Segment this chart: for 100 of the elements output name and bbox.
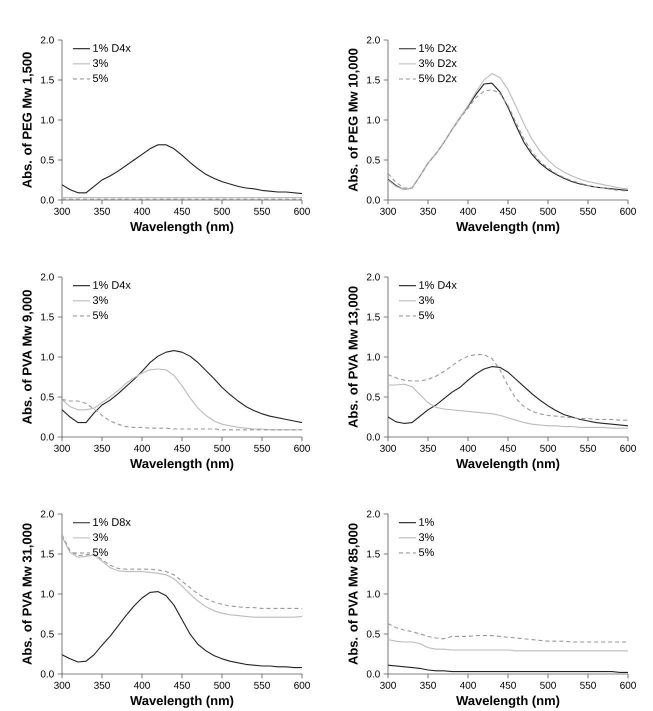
x-tick-label: 300 xyxy=(380,208,396,215)
x-tick-label: 350 xyxy=(420,208,436,215)
y-tick-label: 0.0 xyxy=(40,196,54,204)
legend-label: 3% D2x xyxy=(418,59,457,68)
x-tick-label: 350 xyxy=(420,682,436,689)
y-tick-label: 2.0 xyxy=(40,273,54,281)
y-tick-label: 1.5 xyxy=(41,314,54,320)
x-tick-label: 450 xyxy=(174,444,190,452)
x-tick-label: 350 xyxy=(420,444,436,452)
x-tick-label: 450 xyxy=(174,682,190,689)
y-tick-label: 1.0 xyxy=(41,353,54,361)
x-tick-label: 600 xyxy=(294,444,310,452)
legend-label: 5% xyxy=(418,548,434,556)
legend-label: 5% xyxy=(418,311,434,320)
y-axis-title: Abs. of PVA Mw 31,000 xyxy=(22,524,34,665)
y-tick-label: 1.5 xyxy=(367,76,380,84)
x-tick-label: 450 xyxy=(174,208,190,215)
y-tick-label: 1.5 xyxy=(367,314,380,320)
legend-label: 3% xyxy=(418,533,434,542)
x-tick-label: 400 xyxy=(134,444,150,452)
x-tick-label: 350 xyxy=(94,682,110,689)
x-tick-label: 400 xyxy=(460,682,476,689)
y-tick-label: 0.5 xyxy=(40,630,54,638)
y-axis-title: Abs. of PVA Mw 85,000 xyxy=(348,524,360,665)
legend-label: 1% xyxy=(419,518,434,526)
x-axis-title: Wavelength (nm) xyxy=(130,696,234,708)
y-tick-label: 1.0 xyxy=(367,116,380,124)
x-tick-label: 550 xyxy=(580,208,596,215)
legend-label: 5% xyxy=(92,311,108,320)
x-tick-label: 500 xyxy=(540,444,556,452)
x-tick-label: 550 xyxy=(580,444,596,452)
y-axis-title: Abs. of PVA Mw 13,000 xyxy=(348,286,360,428)
x-tick-label: 600 xyxy=(620,208,636,215)
x-tick-label: 600 xyxy=(294,208,310,215)
series-label: 5% xyxy=(92,548,108,556)
x-tick-label: 600 xyxy=(294,682,310,689)
y-tick-label: 1.0 xyxy=(41,590,54,598)
y-tick-label: 0.5 xyxy=(40,393,54,401)
x-tick-label: 300 xyxy=(54,444,70,452)
x-axis-title: Wavelength (nm) xyxy=(456,458,560,471)
x-tick-label: 300 xyxy=(380,682,396,689)
y-axis-title: Abs. of PVA Mw 9,000 xyxy=(22,290,34,424)
x-axis-title: Wavelength (nm) xyxy=(456,222,560,234)
x-tick-label: 350 xyxy=(94,208,110,215)
legend-label: 1% D2x xyxy=(419,44,457,52)
legend-label: 1% D4x xyxy=(93,44,131,52)
x-axis-title: Wavelength (nm) xyxy=(456,696,560,708)
x-axis-title: Wavelength (nm) xyxy=(130,458,234,471)
y-tick-label: 1.0 xyxy=(367,590,380,598)
x-tick-label: 550 xyxy=(254,682,270,689)
y-tick-label: 1.0 xyxy=(41,116,54,124)
y-tick-label: 0.5 xyxy=(366,393,380,401)
legend-label: 3% xyxy=(92,59,108,68)
y-tick-label: 2.0 xyxy=(40,36,54,44)
x-tick-label: 500 xyxy=(540,208,556,215)
y-tick-label: 0.0 xyxy=(366,670,380,678)
x-tick-label: 300 xyxy=(380,444,396,452)
x-tick-label: 450 xyxy=(500,444,516,452)
x-tick-label: 300 xyxy=(54,208,70,215)
y-tick-label: 0.0 xyxy=(366,433,380,441)
x-axis-title: Wavelength (nm) xyxy=(130,222,234,234)
x-tick-label: 500 xyxy=(214,444,230,452)
legend-label: 1% D4x xyxy=(93,281,131,289)
y-tick-label: 0.0 xyxy=(40,670,54,678)
x-tick-label: 400 xyxy=(134,682,150,689)
x-tick-label: 550 xyxy=(254,444,270,452)
y-tick-label: 0.5 xyxy=(366,156,380,164)
y-tick-label: 1.5 xyxy=(367,550,380,558)
y-tick-label: 0.5 xyxy=(366,630,380,638)
y-tick-label: 0.0 xyxy=(366,196,380,204)
legend-label: 5% xyxy=(92,74,108,82)
x-tick-label: 600 xyxy=(620,682,636,689)
legend-label: 3% xyxy=(92,533,108,542)
y-tick-label: 1.0 xyxy=(367,353,380,361)
y-axis-title: Abs. of PEG Mw 10,000 xyxy=(348,48,360,192)
x-tick-label: 400 xyxy=(460,444,476,452)
x-tick-label: 600 xyxy=(620,444,636,452)
y-tick-label: 2.0 xyxy=(366,510,380,518)
x-tick-label: 300 xyxy=(54,682,70,689)
legend-label: 3% xyxy=(418,296,434,304)
x-tick-label: 450 xyxy=(500,208,516,215)
x-tick-label: 400 xyxy=(460,208,476,215)
x-tick-label: 500 xyxy=(214,682,230,689)
x-tick-label: 500 xyxy=(214,208,230,215)
y-tick-label: 1.5 xyxy=(41,550,54,558)
y-tick-label: 2.0 xyxy=(366,36,380,44)
y-tick-label: 2.0 xyxy=(366,273,380,281)
y-axis-title: Abs. of PEG Mw 1,500 xyxy=(22,52,34,188)
x-tick-label: 550 xyxy=(580,682,596,689)
x-tick-label: 500 xyxy=(540,682,556,689)
y-tick-label: 0.5 xyxy=(40,156,54,164)
legend-label: 1% D8x xyxy=(93,518,131,526)
x-tick-label: 550 xyxy=(254,208,270,215)
x-tick-label: 450 xyxy=(500,682,516,689)
y-tick-label: 0.0 xyxy=(40,433,54,441)
x-tick-label: 350 xyxy=(94,444,110,452)
y-tick-label: 1.5 xyxy=(41,76,54,84)
legend-label: 5% D2x xyxy=(418,74,457,82)
y-tick-label: 2.0 xyxy=(40,510,54,518)
legend-label: 1% D4x xyxy=(419,281,457,289)
